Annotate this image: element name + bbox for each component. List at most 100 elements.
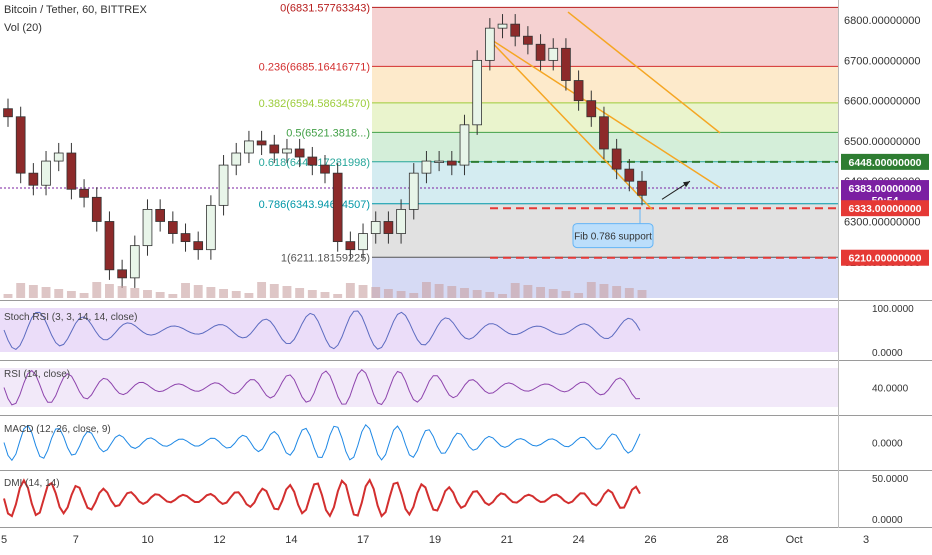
candle-body: [193, 241, 204, 251]
candle-body: [28, 172, 39, 186]
price-badge: [841, 200, 929, 217]
volume-bar: [371, 287, 381, 298]
candle-body: [41, 160, 51, 186]
callout-text: Fib 0.786 support: [574, 232, 652, 243]
price-badge: [841, 180, 929, 197]
volume-bar: [548, 289, 558, 298]
volume-bar: [574, 293, 584, 298]
volume-bar: [79, 293, 89, 298]
volume-bar: [66, 291, 76, 298]
pane-divider[interactable]: [0, 360, 932, 361]
volume-bar: [345, 283, 355, 298]
volume-bar: [485, 292, 495, 298]
callout-box: [572, 223, 654, 249]
volume-bar: [307, 290, 317, 298]
candle-body: [269, 144, 280, 154]
stoch-rsi-legend[interactable]: Stoch RSI (3, 3, 14, 14, close): [4, 312, 138, 323]
time-axis-label: 5: [1, 534, 7, 546]
fib-zone: [372, 161, 838, 204]
channel-line-upper: [567, 11, 721, 134]
price-badge: [841, 249, 929, 266]
candle-body: [472, 59, 482, 126]
time-axis-label: 7: [73, 534, 79, 546]
candle-body: [523, 35, 533, 45]
volume-bar: [472, 290, 482, 298]
fib-level-label: 0.786(6343.94634507): [259, 199, 370, 211]
symbol-legend[interactable]: Bitcoin / Tether, 60, BITTREX: [4, 4, 147, 16]
price-axis-label: 6700.00000000: [844, 55, 920, 67]
volume-bar: [105, 284, 114, 298]
candle-body: [307, 156, 318, 166]
volume-bar: [295, 288, 305, 298]
volume-bar: [320, 292, 330, 298]
volume-bar: [117, 286, 127, 298]
volume-bar: [219, 289, 228, 298]
indicator-axis-label: 0.0000: [872, 439, 903, 450]
time-axis-label: 10: [142, 534, 154, 546]
macd-legend[interactable]: MACD (12, 26, close, 9): [4, 424, 111, 435]
candle-body: [459, 124, 470, 166]
price-badge-label: 6210.00000000: [849, 253, 922, 265]
volume-bar: [130, 288, 140, 298]
candle-body: [446, 160, 457, 166]
pane-divider[interactable]: [0, 470, 932, 471]
time-axis-label: 3: [863, 534, 869, 546]
fib-level-label: 0(6831.57763343): [280, 2, 370, 14]
candle-body: [383, 221, 394, 234]
dmi-legend[interactable]: DMI (14, 14): [4, 478, 60, 489]
volume-bar: [244, 293, 254, 298]
candle-body: [586, 100, 597, 118]
indicator-line: [3, 478, 641, 518]
candle-body: [548, 47, 559, 61]
candle-body: [294, 148, 305, 158]
pane-divider[interactable]: [0, 415, 932, 416]
indicator-axis-label: 100.0000: [872, 304, 914, 315]
volume-bar: [168, 294, 178, 298]
volume-bar: [536, 287, 545, 298]
candle-body: [320, 164, 330, 174]
volume-bar: [409, 293, 419, 298]
candle-body: [637, 180, 647, 196]
candle-body: [91, 196, 102, 222]
price-axis-divider: [838, 0, 839, 528]
time-axis-label: 19: [429, 534, 441, 546]
rsi-legend[interactable]: RSI (14, close): [4, 369, 71, 380]
candle-body: [421, 160, 432, 174]
fib-level-label: 1(6211.18159225): [281, 252, 370, 264]
time-axis-label: 21: [501, 534, 513, 546]
candle-body: [142, 208, 153, 247]
volume-bar: [586, 282, 596, 298]
time-axis-label: 17: [357, 534, 369, 546]
candle-body: [561, 47, 571, 81]
volume-bar: [28, 285, 38, 298]
volume-bar: [383, 289, 393, 298]
volume-bar: [447, 286, 457, 298]
indicator-line: [3, 310, 641, 351]
candle-body: [434, 160, 444, 163]
candle-body: [396, 208, 406, 234]
candle-body: [282, 148, 292, 154]
fib-level-label: 0.236(6685.16416771): [259, 61, 370, 73]
indicator-axis-label: 0.0000: [872, 515, 903, 526]
indicator-axis-label: 40.0000: [872, 384, 909, 395]
candle-body: [206, 204, 216, 251]
price-axis-label: 6300.00000000: [844, 216, 920, 228]
candle-body: [244, 140, 254, 154]
candle-body: [218, 164, 229, 206]
volume-bar: [181, 283, 190, 298]
candle-body: [370, 221, 381, 234]
volume-bar: [637, 290, 647, 298]
candle-body: [408, 172, 419, 210]
candle-body: [332, 172, 343, 243]
fib-zone: [372, 66, 838, 103]
volume-bar: [434, 284, 444, 298]
candle-body: [15, 116, 26, 174]
price-axis-label: 6600.00000000: [844, 96, 920, 108]
volume-bar: [231, 291, 241, 298]
pane-divider[interactable]: [0, 300, 932, 301]
volume-bar: [41, 287, 51, 298]
volume-legend[interactable]: Vol (20): [4, 22, 42, 34]
candle-body: [155, 208, 165, 222]
